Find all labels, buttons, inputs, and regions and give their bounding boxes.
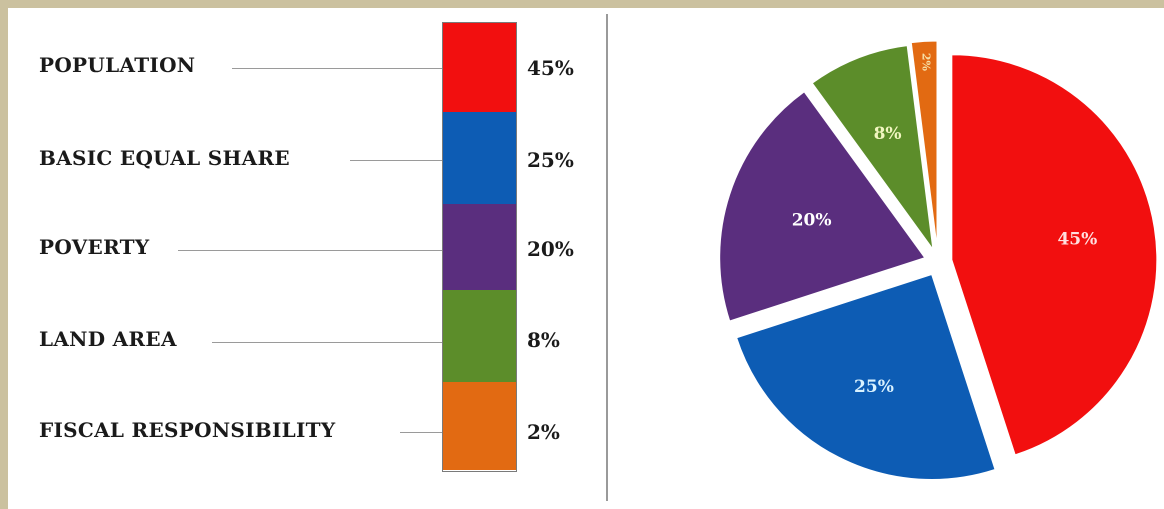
legend-label-population: POPULATION — [39, 53, 196, 77]
pie-label-basic-equal-share: 25% — [854, 377, 894, 397]
pie-label-poverty: 20% — [792, 210, 832, 230]
pie-slice-fiscal-responsibility — [910, 40, 938, 247]
pct-label-population: 45% — [527, 56, 574, 80]
leader-line-population — [232, 68, 443, 69]
pie-slice-population — [951, 54, 1158, 456]
leader-line-fiscal-responsibility — [400, 432, 443, 433]
legend-label-land-area: LAND AREA — [39, 327, 177, 351]
pie-label-population: 45% — [1057, 229, 1097, 249]
panel-divider — [606, 14, 608, 501]
pct-label-fiscal-responsibility: 2% — [527, 420, 560, 444]
stack-segment-fiscal-responsibility — [443, 382, 516, 470]
legend-label-basic-equal-share: BASIC EQUAL SHARE — [39, 146, 290, 170]
leader-line-basic-equal-share — [350, 160, 443, 161]
legend-label-fiscal-responsibility: FISCAL RESPONSIBILITY — [39, 418, 336, 442]
stack-segment-land-area — [443, 290, 516, 382]
pie-slice-land-area — [811, 45, 934, 250]
leader-line-land-area — [212, 342, 443, 343]
leader-line-poverty — [178, 250, 443, 251]
stack-segment-poverty — [443, 204, 516, 290]
stack-segment-population — [443, 22, 516, 112]
pct-label-poverty: 20% — [527, 237, 574, 261]
pie-slice-basic-equal-share — [736, 273, 996, 480]
pct-label-land-area: 8% — [527, 328, 560, 352]
pie-label-land-area: 8% — [874, 124, 902, 144]
pct-label-basic-equal-share: 25% — [527, 148, 574, 172]
stack-segment-basic-equal-share — [443, 112, 516, 204]
pie-label-fiscal-responsibility: 2% — [919, 53, 932, 72]
pie-slice-poverty — [719, 91, 926, 322]
legend-label-poverty: POVERTY — [39, 235, 150, 259]
